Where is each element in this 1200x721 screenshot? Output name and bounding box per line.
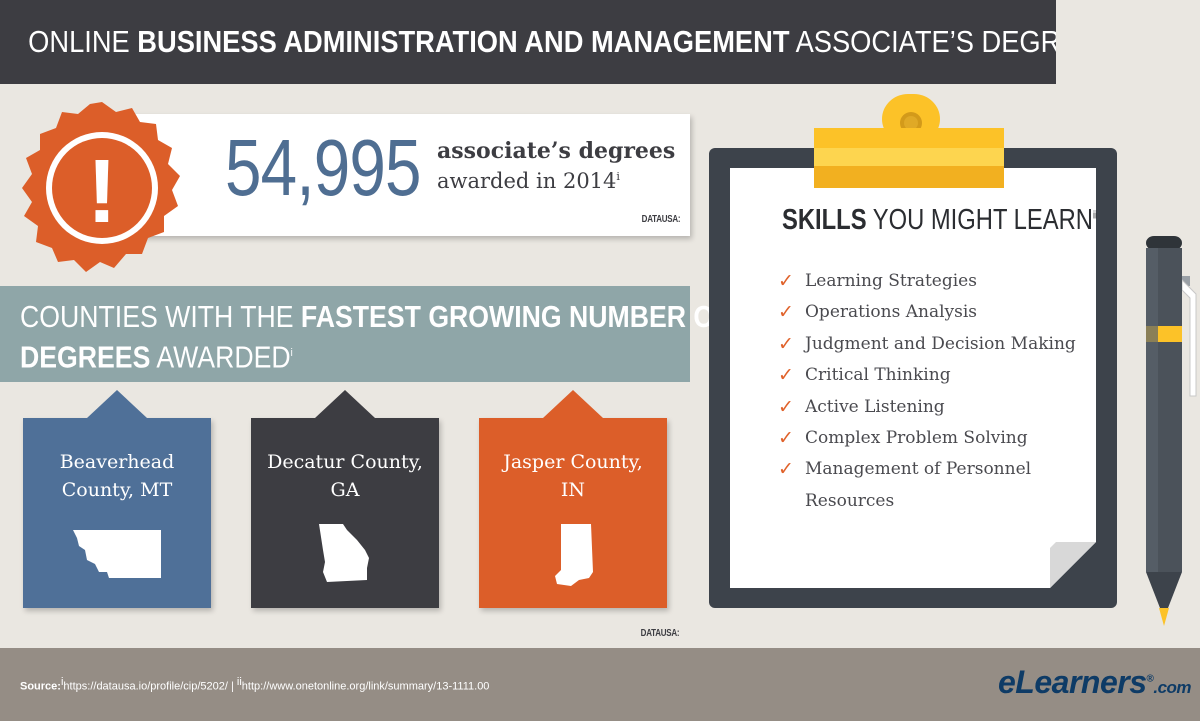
check-icon: ✓ bbox=[778, 364, 794, 387]
skills-list: ✓ Learning Strategies ✓ Operations Analysi… bbox=[778, 266, 1095, 517]
county-name-line2: GA bbox=[330, 479, 360, 501]
badge-symbol: ! bbox=[87, 142, 117, 242]
county-name-line1: Decatur County, bbox=[267, 451, 423, 473]
list-item: ✓ Complex Problem Solving bbox=[778, 423, 1095, 454]
list-item: ✓ Management of Personnel Resources bbox=[778, 454, 1095, 517]
list-item: ✓ Learning Strategies bbox=[778, 266, 1095, 297]
stat-source-tag: DATAUSA: bbox=[641, 214, 680, 225]
list-item: ✓ Active Listening bbox=[778, 392, 1095, 423]
skills-title-plain: YOU MIGHT LEARN bbox=[866, 204, 1093, 236]
skills-title-bold: SKILLS bbox=[782, 204, 867, 236]
check-icon: ✓ bbox=[778, 270, 794, 292]
check-icon: ✓ bbox=[778, 395, 794, 418]
logo-reg: ® bbox=[1146, 673, 1154, 685]
skill-label: Management of Personnel Resources bbox=[805, 459, 1032, 511]
counties-footnote: i bbox=[290, 347, 293, 359]
footer-mark-2: ii bbox=[236, 676, 242, 688]
county-arrow bbox=[87, 390, 147, 418]
counties-banner: COUNTIES WITH THE FASTEST GROWING NUMBER… bbox=[0, 286, 730, 382]
county-name-line2: County, MT bbox=[61, 479, 173, 501]
montana-icon bbox=[73, 530, 161, 578]
stat-card: 54,995 associate’s degrees awarded in 20… bbox=[110, 114, 690, 236]
county-name: Beaverhead County, MT bbox=[23, 448, 211, 504]
footer-source-link-2[interactable]: http://www.onetonline.org/link/summary/1… bbox=[241, 680, 490, 693]
page-footer: Source:ihttps://datausa.io/profile/cip/5… bbox=[0, 648, 1200, 721]
list-item: ✓ Judgment and Decision Making bbox=[778, 329, 1095, 360]
stat-footnote: i bbox=[616, 170, 620, 183]
skill-label: Judgment and Decision Making bbox=[805, 333, 1076, 354]
alert-badge-icon: ! bbox=[22, 102, 180, 272]
skill-label: Critical Thinking bbox=[805, 365, 951, 386]
skill-label: Learning Strategies bbox=[805, 271, 977, 291]
clipboard-clip-icon bbox=[814, 94, 1004, 188]
counties-title-bold2: DEGREES bbox=[20, 339, 151, 375]
county-name: Decatur County, GA bbox=[251, 448, 439, 504]
counties-title-plain: COUNTIES WITH THE bbox=[20, 299, 301, 334]
pen-icon bbox=[1146, 236, 1197, 626]
skill-label: Operations Analysis bbox=[805, 302, 978, 323]
county-arrow bbox=[543, 390, 603, 418]
list-item: ✓ Operations Analysis bbox=[778, 297, 1095, 328]
header-bold: BUSINESS ADMINISTRATION AND MANAGEMENT bbox=[137, 24, 790, 59]
clipboard-paper bbox=[730, 168, 1096, 588]
skills-footnote: ii bbox=[1092, 209, 1097, 222]
county-card-beaverhead: Beaverhead County, MT bbox=[23, 390, 211, 608]
county-card-jasper: Jasper County, IN bbox=[479, 390, 667, 608]
counties-title-plain2: AWARDED bbox=[150, 339, 291, 375]
logo-name: Learners bbox=[1015, 664, 1147, 700]
header-suffix: ASSOCIATE’S DEGREE PROGRAMS bbox=[795, 24, 1056, 59]
logo-dotcom: .com bbox=[1153, 678, 1192, 697]
county-name-line1: Jasper County, bbox=[503, 451, 643, 473]
elearners-logo: eLearners®.com bbox=[998, 664, 1192, 701]
counties-title-bold: FASTEST GROWING NUMBER OF bbox=[300, 299, 731, 334]
county-name-line1: Beaverhead bbox=[59, 451, 175, 473]
stat-label-line2: awarded in 2014i bbox=[437, 169, 620, 193]
stat-number: 54,995 bbox=[225, 123, 422, 212]
page-curl-icon bbox=[1050, 542, 1096, 588]
footer-source-label: Source: bbox=[20, 680, 61, 693]
header-prefix: ONLINE bbox=[28, 24, 138, 59]
skills-title: SKILLS YOU MIGHT LEARNii bbox=[782, 204, 1097, 237]
county-card-decatur: Decatur County, GA bbox=[251, 390, 439, 608]
counties-source-tag: DATAUSA: bbox=[640, 628, 679, 639]
counties-title-line1: COUNTIES WITH THE FASTEST GROWING NUMBER… bbox=[20, 298, 730, 335]
skill-label: Complex Problem Solving bbox=[805, 428, 1028, 449]
list-item: ✓ Critical Thinking bbox=[778, 360, 1095, 391]
indiana-icon bbox=[555, 524, 593, 586]
county-name: Jasper County, IN bbox=[479, 448, 667, 504]
check-icon: ✓ bbox=[778, 301, 794, 324]
stat-year-text: awarded in 2014 bbox=[437, 169, 617, 193]
stat-label-line1: associate’s degrees bbox=[437, 138, 676, 164]
check-icon: ✓ bbox=[778, 332, 794, 355]
skill-label: Active Listening bbox=[805, 396, 945, 417]
footer-separator: | bbox=[227, 680, 237, 693]
county-arrow bbox=[315, 390, 375, 418]
counties-title-line2: DEGREES AWARDEDi bbox=[20, 335, 596, 375]
check-icon: ✓ bbox=[778, 458, 794, 481]
footer-mark-1: i bbox=[60, 676, 64, 688]
page-header: ONLINE BUSINESS ADMINISTRATION AND MANAG… bbox=[0, 0, 1056, 84]
footer-sources: Source:ihttps://datausa.io/profile/cip/5… bbox=[20, 676, 489, 693]
georgia-icon bbox=[319, 524, 369, 582]
check-icon: ✓ bbox=[778, 427, 794, 450]
county-name-line2: IN bbox=[560, 479, 586, 501]
footer-source-link-1[interactable]: https://datausa.io/profile/cip/5202/ bbox=[63, 680, 228, 693]
logo-e: e bbox=[998, 664, 1016, 700]
